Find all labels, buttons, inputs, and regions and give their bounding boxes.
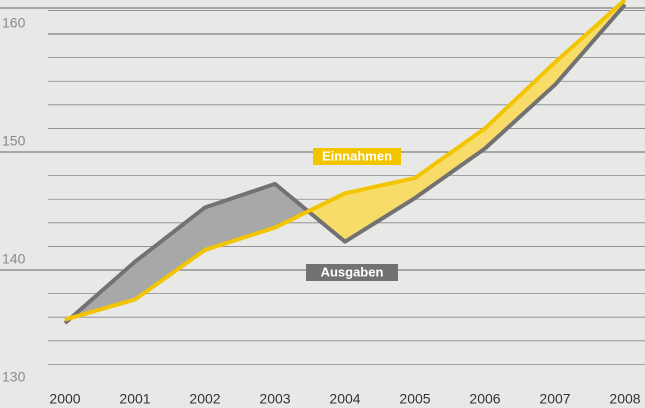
line-0 xyxy=(64,0,627,322)
y-tick-label: 130 xyxy=(2,369,26,385)
x-tick-label: 2000 xyxy=(49,391,80,407)
y-tick-label: 150 xyxy=(2,133,26,149)
x-tick-label: 2002 xyxy=(189,391,220,407)
legend-label: Einnahmen xyxy=(322,148,392,163)
gap-area xyxy=(205,183,275,250)
gap-area xyxy=(308,193,345,242)
x-tick-label: 2004 xyxy=(329,391,360,407)
legend-box xyxy=(313,148,401,165)
gap-area xyxy=(485,62,555,149)
x-tick-label: 2008 xyxy=(609,391,640,407)
plot xyxy=(63,0,627,325)
gap-area xyxy=(345,177,415,242)
line-1 xyxy=(63,3,627,325)
y-tick-label: 160 xyxy=(2,15,26,31)
legend-box xyxy=(306,264,398,281)
x-tick-label: 2001 xyxy=(119,391,150,407)
x-tick-label: 2003 xyxy=(259,391,290,407)
gap-area xyxy=(275,183,309,228)
gap-area xyxy=(135,207,205,300)
gap-area xyxy=(415,128,485,199)
legend-label: Ausgaben xyxy=(321,264,384,279)
x-tick-label: 2005 xyxy=(399,391,430,407)
x-tick-label: 2007 xyxy=(539,391,570,407)
y-tick-label: 140 xyxy=(2,251,26,267)
x-tick-label: 2006 xyxy=(469,391,500,407)
